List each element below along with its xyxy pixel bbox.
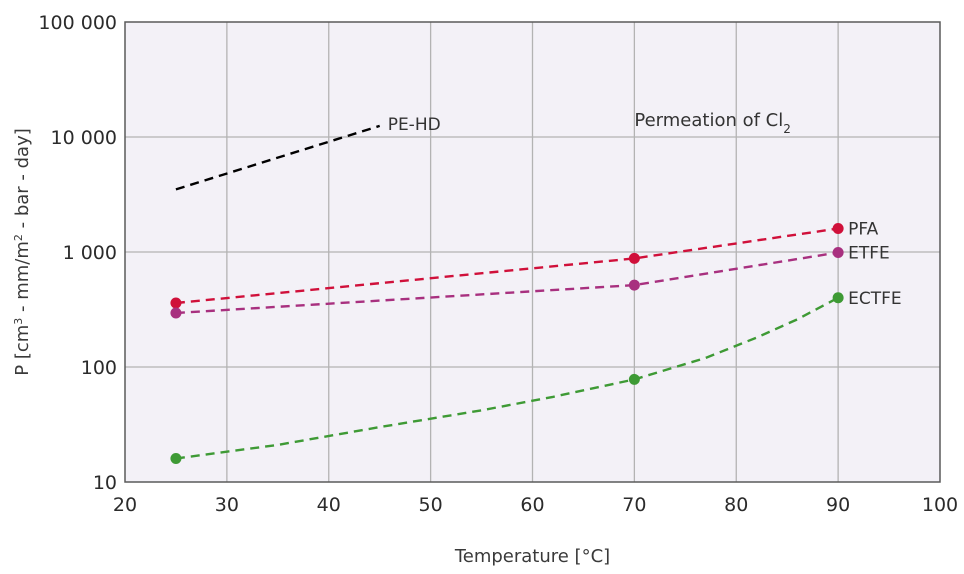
series-line-pfa bbox=[175, 227, 839, 305]
data-point-etfe bbox=[628, 279, 640, 291]
series-pe-hd: PE-HD bbox=[175, 115, 441, 191]
y-axis-label: P [cm3 - mm/m2 - bar - day] bbox=[12, 128, 34, 376]
y-tick-label: 10 bbox=[93, 472, 117, 494]
series-label-pfa: PFA bbox=[848, 220, 878, 240]
y-axis-label-sup: 2 bbox=[12, 234, 25, 241]
series-etfe: ETFE bbox=[170, 244, 890, 319]
data-point-pfa bbox=[832, 223, 844, 235]
series-label-pe-hd: PE-HD bbox=[388, 115, 441, 135]
annotation-sub: 2 bbox=[783, 122, 791, 136]
series-ectfe: ECTFE bbox=[170, 289, 902, 465]
annotation-text: Permeation of Cl bbox=[634, 110, 783, 131]
data-point-pfa bbox=[170, 297, 182, 309]
plot-frame bbox=[124, 21, 941, 483]
y-tick-label: 100 000 bbox=[38, 12, 117, 34]
y-axis-label-sup: 3 bbox=[12, 318, 25, 325]
x-tick-label: 20 bbox=[113, 494, 137, 516]
data-point-etfe bbox=[170, 307, 182, 319]
grid bbox=[125, 22, 940, 482]
y-axis-ticks: 10 100 1 000 10 000 100 000 bbox=[38, 12, 117, 494]
x-axis-ticks: 20 30 40 50 60 70 80 90 100 bbox=[113, 494, 958, 516]
x-axis-label: Temperature [°C] bbox=[454, 546, 610, 567]
y-axis-label-part: - mm/m bbox=[12, 241, 33, 318]
series-label-ectfe: ECTFE bbox=[848, 289, 902, 309]
x-tick-label: 70 bbox=[622, 494, 646, 516]
series-layer: PE-HD PFA ETFE ECTFE bbox=[170, 115, 902, 465]
x-tick-label: 100 bbox=[922, 494, 958, 516]
data-point-ectfe bbox=[628, 373, 640, 385]
series-label-etfe: ETFE bbox=[848, 244, 890, 264]
data-point-ectfe bbox=[832, 292, 844, 304]
x-tick-label: 60 bbox=[520, 494, 544, 516]
series-line-pe-hd bbox=[175, 124, 381, 191]
y-tick-label: 10 000 bbox=[51, 127, 117, 149]
chart-annotation: Permeation of Cl2 bbox=[634, 110, 791, 136]
x-tick-label: 40 bbox=[317, 494, 341, 516]
x-tick-label: 50 bbox=[419, 494, 443, 516]
x-tick-label: 90 bbox=[826, 494, 850, 516]
data-point-pfa bbox=[628, 252, 640, 264]
data-point-etfe bbox=[832, 247, 844, 259]
x-tick-label: 80 bbox=[724, 494, 748, 516]
y-tick-label: 1 000 bbox=[63, 242, 117, 264]
series-line-etfe bbox=[175, 251, 839, 315]
y-tick-label: 100 bbox=[81, 357, 117, 379]
data-point-ectfe bbox=[170, 453, 182, 465]
series-pfa: PFA bbox=[170, 220, 879, 309]
y-axis-label-part: - bar - day] bbox=[12, 128, 33, 234]
y-axis-label-part: P [cm bbox=[12, 325, 33, 376]
x-tick-label: 30 bbox=[215, 494, 239, 516]
series-line-ectfe bbox=[175, 296, 839, 460]
